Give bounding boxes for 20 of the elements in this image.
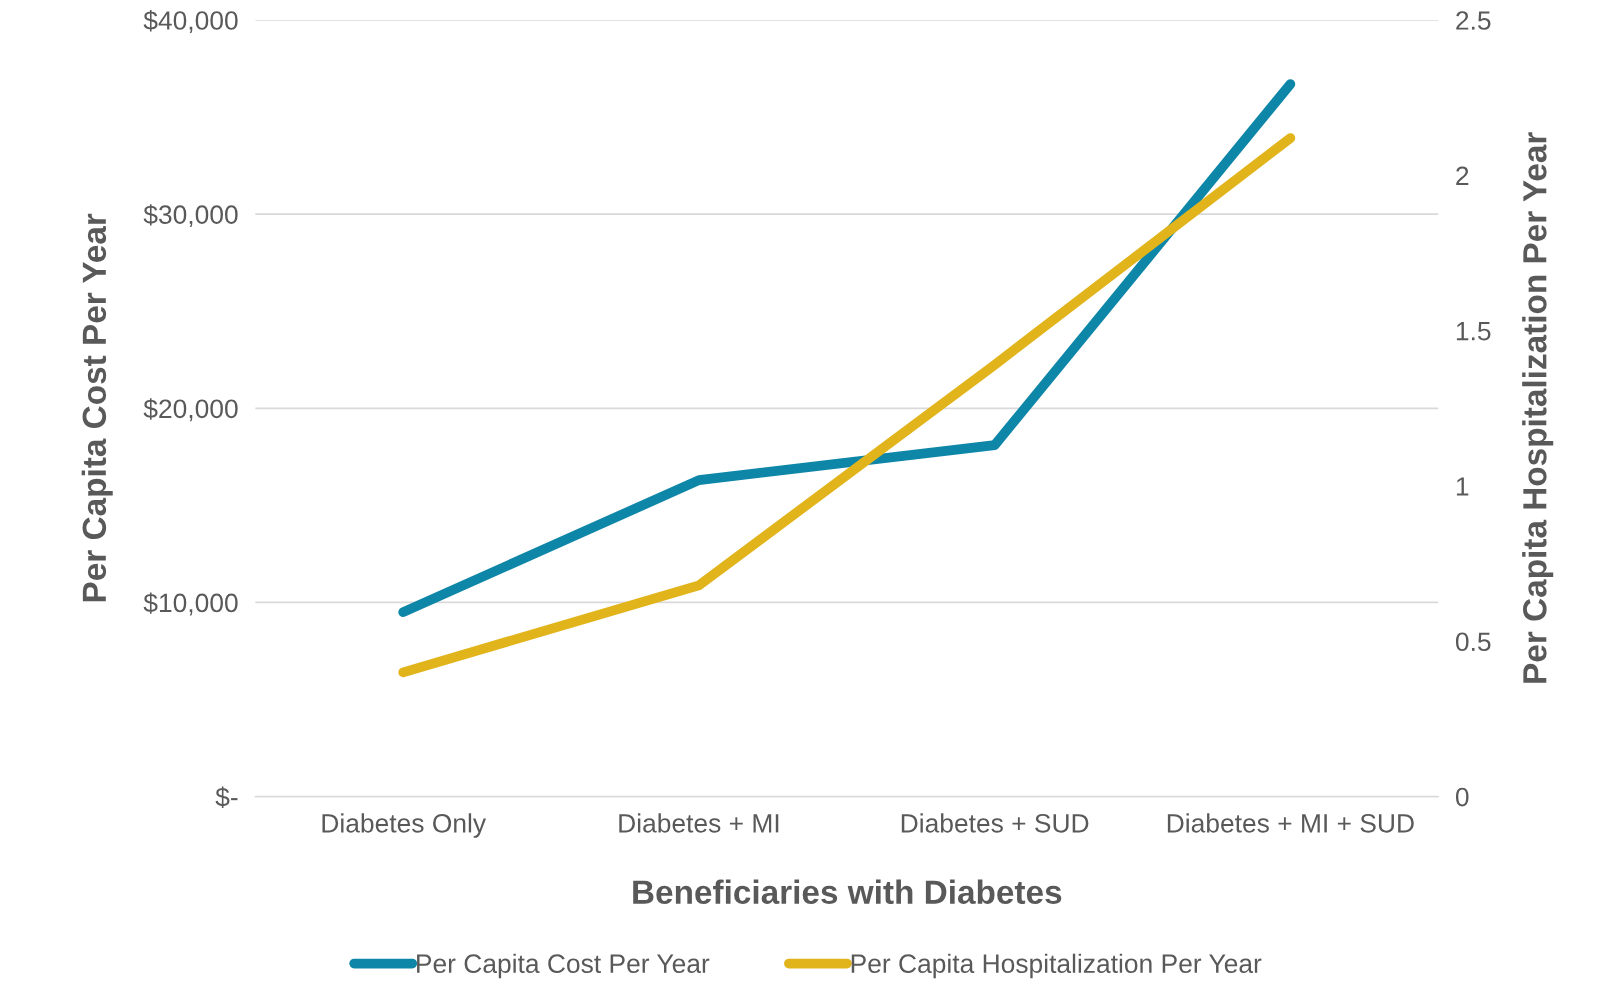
y2-tick-label: 2.5 [1456, 11, 1491, 30]
x-tick-label: Diabetes + MI + SUD [1167, 813, 1414, 833]
x-tick-label: Diabetes + MI [619, 813, 779, 833]
y-tick-label: $20,000 [143, 398, 238, 422]
y2-axis-title: Per Capita Hospitalization Per Year [1522, 132, 1554, 683]
y2-tick-label: 1 [1456, 477, 1469, 496]
y-tick-label: $10,000 [143, 592, 238, 616]
y2-tick-label: 2 [1456, 166, 1469, 185]
x-axis-title: Beneficiaries with Diabetes [633, 879, 1062, 905]
y2-tick-label: 0.5 [1455, 632, 1491, 652]
y-tick-label: $30,000 [143, 204, 238, 228]
x-tick-label: Diabetes + SUD [901, 813, 1089, 833]
y-tick-label: $40,000 [143, 10, 238, 33]
y2-tick-label: 0 [1455, 787, 1469, 807]
y-axis-title: Per Capita Cost Per Year [81, 213, 113, 602]
legend-label: Per Capita Cost Per Year [417, 953, 710, 979]
x-tick-label: Diabetes Only [322, 813, 487, 838]
y2-tick-label: 1.5 [1456, 322, 1491, 341]
legend-label: Per Capita Hospitalization Per Year [851, 953, 1262, 979]
y-tick-label: $- [215, 786, 238, 808]
